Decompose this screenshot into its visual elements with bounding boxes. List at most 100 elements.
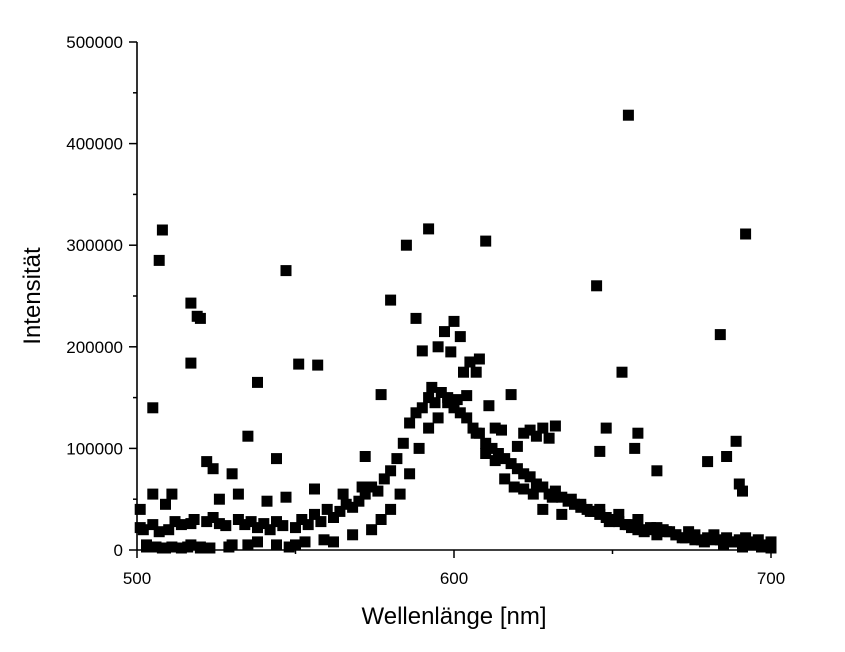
data-point: [156, 542, 168, 554]
data-point: [293, 358, 305, 370]
data-point: [220, 520, 232, 532]
data-point: [147, 488, 159, 500]
data-point: [328, 536, 339, 548]
y-tick-label: 0: [114, 541, 123, 560]
data-point: [524, 471, 536, 483]
data-point: [359, 488, 371, 500]
data-point: [185, 357, 197, 369]
data-point: [470, 427, 482, 439]
x-tick-label: 500: [123, 569, 151, 588]
data-point: [366, 481, 378, 493]
data-point: [283, 541, 295, 553]
x-axis: 500 600 700: [123, 549, 785, 588]
data-point: [353, 495, 365, 507]
data-point: [632, 514, 644, 525]
data-point: [321, 503, 333, 515]
data-point: [439, 326, 450, 338]
data-point: [416, 345, 428, 357]
data-point: [302, 519, 314, 531]
data-point: [549, 485, 561, 497]
data-point: [600, 422, 612, 434]
data-point: [271, 539, 282, 551]
data-point: [410, 407, 422, 419]
data-point: [584, 505, 596, 517]
data-point: [464, 356, 476, 368]
data-point: [702, 456, 714, 468]
data-point: [290, 539, 301, 551]
data-point: [239, 519, 251, 531]
data-point: [185, 539, 197, 551]
data-point: [347, 529, 359, 541]
data-point: [334, 505, 346, 517]
data-point: [315, 516, 327, 528]
data-point: [242, 430, 254, 442]
data-point: [679, 532, 691, 544]
data-point: [492, 448, 504, 459]
data-point: [207, 463, 219, 475]
data-point: [518, 483, 530, 495]
data-point: [448, 315, 460, 327]
y-axis-title: Intensität: [19, 247, 46, 345]
data-point: [429, 397, 441, 409]
data-point: [448, 402, 460, 414]
data-point: [347, 501, 359, 513]
data-point: [518, 427, 530, 439]
data-point: [309, 483, 320, 495]
data-point: [721, 532, 733, 544]
data-point: [223, 541, 235, 553]
data-point: [594, 503, 606, 515]
data-point: [340, 498, 352, 510]
data-point: [226, 468, 238, 480]
data-point: [385, 503, 397, 515]
data-point: [527, 488, 539, 500]
data-point: [765, 542, 777, 554]
data-point: [264, 524, 276, 536]
data-point: [426, 381, 438, 393]
data-point: [518, 468, 530, 480]
data-point: [737, 541, 748, 553]
x-axis-title: Wellenlänge [nm]: [362, 603, 547, 630]
data-point: [670, 529, 682, 541]
data-point: [537, 481, 549, 493]
data-point: [641, 524, 653, 536]
data-point: [689, 534, 701, 546]
data-point: [296, 514, 308, 525]
data-point: [271, 516, 282, 528]
data-point: [756, 541, 767, 553]
data-point: [378, 473, 390, 485]
data-point: [328, 512, 339, 523]
data-point: [575, 498, 587, 510]
data-point: [511, 440, 523, 452]
data-point: [261, 495, 273, 507]
data-point: [480, 437, 492, 449]
data-point: [537, 422, 549, 434]
data-point: [616, 366, 628, 378]
data-point: [185, 297, 197, 309]
data-point: [280, 265, 292, 277]
data-point: [730, 435, 742, 447]
data-point: [375, 514, 387, 525]
data-point: [613, 508, 625, 520]
data-point: [242, 539, 254, 551]
data-point: [232, 488, 244, 500]
data-point: [524, 424, 536, 436]
y-tick-label: 200000: [66, 338, 123, 357]
data-point: [423, 422, 435, 434]
data-point: [258, 518, 270, 530]
x-tick-label: 600: [440, 569, 468, 588]
data-point: [740, 228, 752, 240]
data-point: [277, 520, 289, 532]
data-point: [318, 534, 330, 546]
data-point: [204, 542, 216, 554]
data-point: [480, 448, 492, 459]
data-point: [312, 359, 324, 371]
data-point: [454, 407, 466, 419]
data-point: [733, 478, 745, 490]
data-point: [163, 524, 175, 536]
data-point: [169, 516, 181, 528]
data-point: [280, 491, 292, 503]
data-point: [505, 458, 517, 470]
data-point: [660, 526, 672, 538]
data-point: [201, 516, 213, 528]
